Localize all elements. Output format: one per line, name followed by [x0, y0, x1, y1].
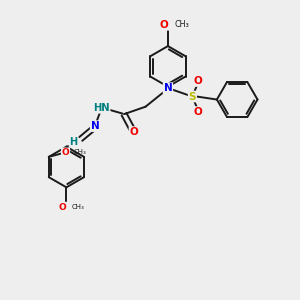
Text: O: O	[130, 127, 138, 137]
Text: H: H	[70, 136, 78, 147]
Text: N: N	[91, 121, 99, 131]
Text: S: S	[189, 92, 196, 101]
Text: CH₃: CH₃	[175, 20, 189, 29]
Text: O: O	[160, 20, 169, 30]
Text: HN: HN	[93, 103, 110, 112]
Text: O: O	[59, 202, 67, 211]
Text: H: H	[98, 103, 106, 112]
Text: CH₃: CH₃	[72, 204, 85, 210]
Text: N: N	[164, 83, 172, 93]
Text: O: O	[194, 107, 202, 117]
Text: O: O	[62, 148, 69, 157]
Text: O: O	[194, 76, 202, 86]
Text: CH₃: CH₃	[74, 149, 87, 155]
